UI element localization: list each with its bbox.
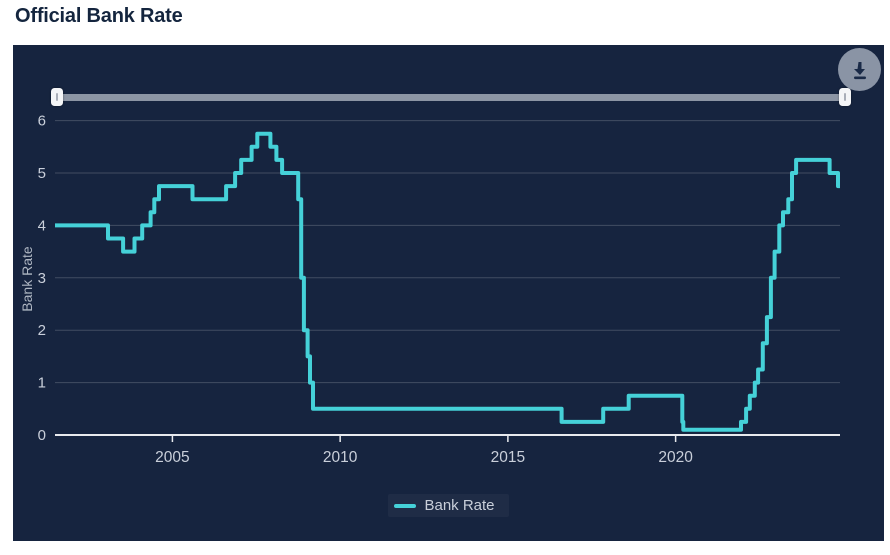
y-tick-label: 2	[38, 322, 46, 339]
y-tick-label: 0	[38, 427, 46, 444]
gridlines	[55, 120, 840, 384]
time-range-slider[interactable]	[51, 88, 851, 106]
download-button[interactable]	[838, 48, 881, 91]
download-icon	[853, 61, 866, 79]
legend-item-bank-rate[interactable]: Bank Rate	[388, 494, 509, 517]
x-axis-tick-labels: 2005 2010 2015 2020	[155, 449, 693, 466]
y-tick-label: 4	[38, 217, 46, 234]
slider-handle-right[interactable]	[839, 88, 851, 106]
x-axis	[55, 434, 840, 442]
x-tick-label: 2015	[491, 449, 525, 466]
x-tick-label: 2005	[155, 449, 189, 466]
y-axis-title: Bank Rate	[19, 246, 35, 312]
page-title: Official Bank Rate	[15, 5, 183, 27]
y-tick-label: 3	[38, 270, 46, 287]
chart-panel: 0 1 2 3 4 5 6 2005 2010 2015 2020 Bank Rate Bank …	[13, 45, 884, 541]
y-axis-tick-labels: 0 1 2 3 4 5 6	[38, 113, 46, 444]
y-tick-label: 1	[38, 375, 46, 392]
bank-rate-chart: 0 1 2 3 4 5 6 2005 2010 2015 2020	[38, 113, 840, 466]
legend-label: Bank Rate	[424, 497, 495, 514]
bank-rate-line	[55, 131, 840, 432]
bank-rate-series-marker-icon	[394, 503, 417, 508]
slider-handle-left[interactable]	[51, 88, 63, 106]
chart-legend: Bank Rate	[13, 494, 884, 517]
x-tick-label: 2010	[323, 449, 358, 466]
y-tick-label: 5	[38, 165, 46, 182]
x-tick-label: 2020	[658, 449, 693, 466]
y-tick-label: 6	[38, 113, 46, 130]
slider-track[interactable]	[57, 94, 845, 101]
